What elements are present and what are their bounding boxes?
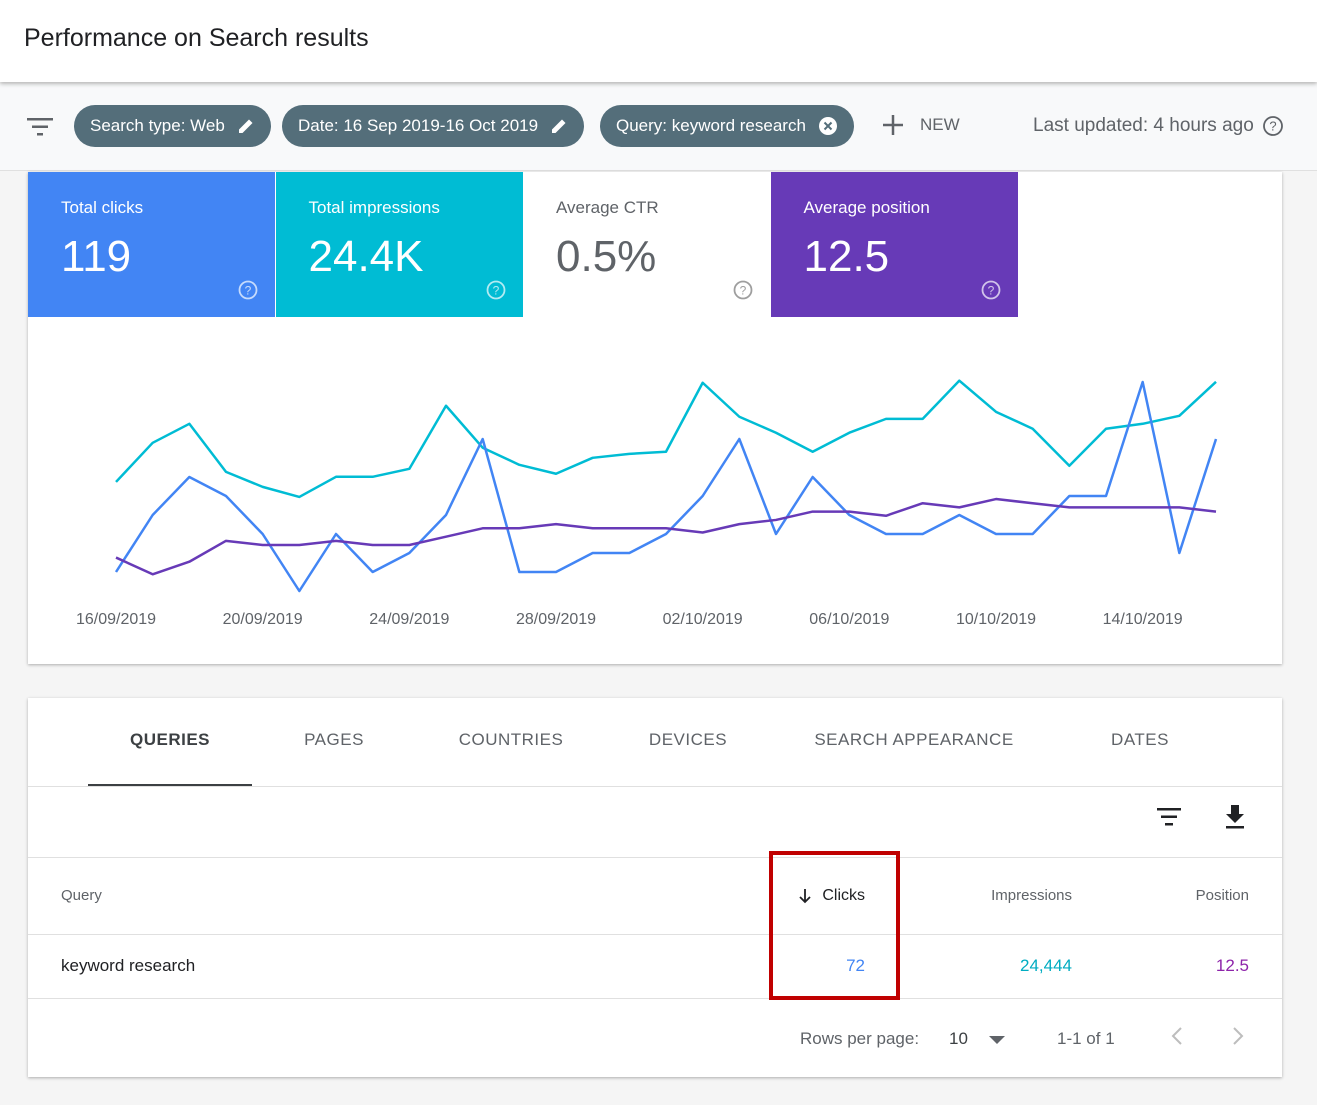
last-updated-text: Last updated: 4 hours ago: [1033, 115, 1254, 136]
filter-icon[interactable]: [27, 116, 53, 138]
prev-page[interactable]: [1170, 1026, 1184, 1046]
svg-text:?: ?: [740, 284, 747, 298]
x-tick-label: 24/09/2019: [369, 611, 449, 628]
performance-card: Total clicks 119? Total impressions 24.4K? A…: [28, 172, 1282, 664]
help-glyph: ?: [981, 280, 1000, 300]
svg-text:?: ?: [492, 284, 499, 298]
dropdown-arrow[interactable]: [988, 1035, 1006, 1045]
help-icon[interactable]: ?: [733, 280, 753, 300]
help-glyph: ?: [238, 280, 258, 300]
help-icon[interactable]: ?: [1262, 115, 1284, 137]
svg-text:?: ?: [987, 284, 994, 298]
impressions-cell: 24,444: [1020, 956, 1072, 975]
next-page[interactable]: [1231, 1026, 1245, 1046]
x-tick-label: 10/10/2019: [956, 611, 1036, 628]
tab[interactable]: DATES: [1111, 730, 1169, 749]
new-label: NEW: [920, 115, 960, 134]
column-header[interactable]: Impressions: [991, 887, 1072, 904]
tab[interactable]: DEVICES: [648, 730, 728, 749]
filter-chip[interactable]: Date: 16 Sep 2019-16 Oct 2019: [282, 105, 585, 147]
filter-rows-icon[interactable]: [1156, 806, 1182, 828]
query-cell[interactable]: keyword research: [61, 956, 196, 975]
divider: [28, 786, 1282, 787]
series-line: [115, 379, 1217, 499]
tab[interactable]: SEARCH APPEARANCE: [814, 730, 1014, 749]
metric-tile[interactable]: Total clicks 119?: [28, 172, 275, 317]
edit-icon[interactable]: [237, 117, 255, 135]
top-bar: Performance on Search results: [0, 0, 1317, 82]
filter-bar: Search type: Web Date: 16 Sep 2019-16 Oc…: [0, 84, 1317, 171]
metric-value: 12.5: [803, 232, 890, 281]
metric-label: Average position: [803, 198, 930, 217]
plus-icon: [883, 115, 903, 135]
last-updated: Last updated: 4 hours ago ?: [1033, 115, 1284, 137]
position-cell: 12.5: [1215, 956, 1249, 975]
tab[interactable]: PAGES: [304, 730, 364, 749]
clicks-cell: 72: [846, 956, 865, 975]
table-card: QUERIES PAGES COUNTRIES DEVICES SEARCH APPEA…: [28, 698, 1282, 1077]
help-icon[interactable]: ?: [981, 280, 1001, 300]
chart: 16/09/2019 20/09/2019 24/09/2019 28/09/2019…: [76, 379, 1218, 628]
help-icon[interactable]: ?: [238, 280, 258, 300]
tab[interactable]: COUNTRIES: [458, 730, 564, 749]
page-title: Performance on Search results: [24, 24, 369, 52]
column-header[interactable]: Position: [1195, 887, 1249, 904]
series-line: [114, 380, 1218, 593]
remove-icon[interactable]: [818, 116, 838, 136]
column-header[interactable]: Query: [61, 887, 102, 904]
metric-value: 0.5%: [556, 232, 657, 281]
filter-chip[interactable]: Query: keyword research: [600, 105, 854, 147]
divider: [28, 998, 1282, 999]
divider: [28, 857, 1282, 858]
tab-indicator: [88, 784, 252, 787]
metric-tile[interactable]: Average CTR 0.5%?: [523, 172, 770, 317]
svg-text:?: ?: [1269, 119, 1276, 134]
metric-tile[interactable]: Average position 12.5?: [770, 172, 1018, 317]
metric-label: Total clicks: [61, 198, 144, 217]
divider: [28, 934, 1282, 935]
help-icon[interactable]: ?: [486, 280, 506, 300]
metric-label: Average CTR: [556, 198, 659, 217]
highlight-box: [769, 851, 900, 1000]
column-header-sorted[interactable]: Clicks: [798, 887, 865, 905]
x-tick-label: 16/09/2019: [76, 611, 156, 628]
x-tick-label: 28/09/2019: [516, 611, 596, 628]
chip-label: Date: 16 Sep 2019-16 Oct 2019: [298, 116, 539, 135]
svg-text:?: ?: [245, 284, 252, 298]
x-tick-label: 06/10/2019: [809, 611, 889, 628]
chip-label: Query: keyword research: [616, 116, 806, 135]
column-label: Clicks: [822, 887, 865, 904]
edit-icon[interactable]: [550, 117, 568, 135]
tab[interactable]: QUERIES: [129, 730, 211, 749]
metric-tile[interactable]: Total impressions 24.4K?: [275, 172, 523, 317]
x-tick-label: 02/10/2019: [663, 611, 743, 628]
help-glyph: ?: [733, 280, 753, 300]
metric-value: 24.4K: [308, 232, 424, 281]
metric-value: 119: [61, 232, 132, 281]
new-filter-button[interactable]: NEW: [882, 114, 960, 136]
sort-arrow: [799, 889, 811, 904]
page-range: 1-1 of 1: [1057, 1029, 1115, 1048]
rows-per-page-label: Rows per page:: [800, 1029, 920, 1048]
x-tick-label: 20/09/2019: [223, 611, 303, 628]
download-icon[interactable]: [1224, 804, 1246, 830]
rows-per-page-value[interactable]: 10: [949, 1029, 968, 1048]
chip-label: Search type: Web: [90, 116, 225, 135]
metric-label: Total impressions: [308, 198, 440, 217]
filter-chip[interactable]: Search type: Web: [74, 105, 271, 147]
help-glyph: ?: [486, 280, 505, 300]
x-tick-label: 14/10/2019: [1103, 611, 1183, 628]
series-line: [115, 497, 1217, 576]
